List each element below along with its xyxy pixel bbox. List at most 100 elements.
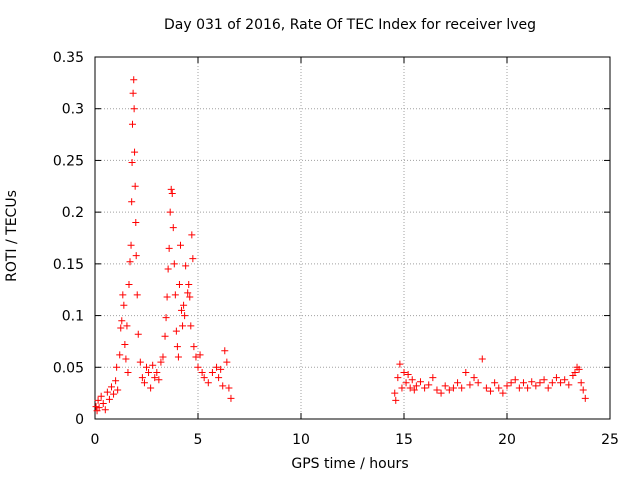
data-point <box>449 384 457 392</box>
data-point <box>223 358 231 366</box>
data-point <box>478 355 486 363</box>
data-point <box>171 291 179 299</box>
data-point <box>421 384 429 392</box>
data-point <box>575 365 583 373</box>
data-point <box>157 358 165 366</box>
data-point <box>95 404 103 412</box>
data-point <box>128 158 136 166</box>
data-point <box>548 379 556 387</box>
data-point <box>221 347 229 355</box>
y-tick-label: 0.35 <box>53 50 84 66</box>
data-point <box>173 343 181 351</box>
data-point <box>161 332 169 340</box>
data-point <box>133 291 141 299</box>
data-point <box>179 322 187 330</box>
data-point <box>164 265 172 273</box>
data-point <box>552 374 560 382</box>
y-tick-label: 0.3 <box>62 102 84 118</box>
data-point <box>130 105 138 113</box>
data-point <box>110 390 118 398</box>
data-point <box>129 89 137 97</box>
data-point <box>125 281 133 289</box>
data-point <box>454 379 462 387</box>
data-point <box>462 368 470 376</box>
data-point <box>507 379 515 387</box>
x-tick-label: 25 <box>601 432 619 448</box>
data-point <box>565 381 573 389</box>
data-point <box>121 341 129 349</box>
data-point <box>482 384 490 392</box>
data-point <box>185 281 193 289</box>
data-point <box>215 374 223 382</box>
data-point <box>138 374 146 382</box>
data-point <box>113 363 121 371</box>
x-axis-label: GPS time / hours <box>291 456 409 472</box>
data-point <box>561 376 569 384</box>
y-tick-label: 0.25 <box>53 153 84 169</box>
data-point <box>458 384 466 392</box>
data-point <box>581 394 589 402</box>
data-point <box>437 389 445 397</box>
data-point <box>217 365 225 373</box>
data-points <box>92 76 589 415</box>
data-point <box>128 120 136 128</box>
data-point <box>124 368 132 376</box>
data-point <box>392 396 400 404</box>
data-point <box>412 382 420 390</box>
x-tick-label: 15 <box>395 432 413 448</box>
data-point <box>143 363 150 371</box>
data-point <box>101 406 109 414</box>
data-point <box>126 258 134 266</box>
data-point <box>536 379 544 387</box>
data-point <box>114 386 122 394</box>
data-point <box>159 353 167 361</box>
data-point <box>167 185 175 193</box>
data-point <box>149 361 157 369</box>
x-tick-label: 5 <box>194 432 203 448</box>
data-point <box>213 363 221 371</box>
x-tick-label: 10 <box>292 432 310 448</box>
data-point <box>396 360 404 368</box>
data-point <box>105 395 113 403</box>
data-point <box>404 371 412 379</box>
data-point <box>577 379 585 387</box>
data-point <box>170 260 178 268</box>
data-point <box>155 376 163 384</box>
data-point <box>400 368 408 376</box>
data-point <box>196 351 204 359</box>
data-point <box>162 314 170 322</box>
data-point <box>544 384 552 392</box>
data-point <box>571 368 579 376</box>
data-point <box>192 353 200 361</box>
data-point <box>180 301 188 309</box>
data-point <box>198 368 206 376</box>
data-point <box>130 76 138 84</box>
data-point <box>119 291 127 299</box>
data-point <box>145 368 153 376</box>
data-point <box>134 330 142 338</box>
data-point <box>112 377 120 385</box>
data-point <box>225 384 233 392</box>
data-point <box>132 252 140 260</box>
data-point <box>131 148 139 156</box>
data-point <box>194 363 202 371</box>
data-point <box>107 383 115 391</box>
data-point <box>445 386 453 394</box>
data-point <box>524 384 532 392</box>
y-tick-label: 0.15 <box>53 257 84 273</box>
data-point <box>429 374 437 382</box>
data-point <box>163 293 171 301</box>
data-point <box>394 374 402 382</box>
data-point <box>491 379 499 387</box>
data-point <box>132 218 140 226</box>
grid-lines <box>95 57 610 419</box>
data-point <box>227 394 235 402</box>
data-point <box>182 262 190 270</box>
data-point <box>187 322 195 330</box>
data-point <box>540 376 548 384</box>
data-point <box>219 382 227 390</box>
data-point <box>466 381 474 389</box>
data-point <box>416 378 424 386</box>
data-point <box>168 190 176 198</box>
